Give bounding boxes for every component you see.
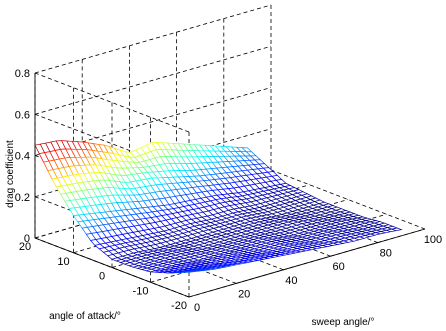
aoa-tick-label: 0 — [99, 271, 105, 283]
y-axis-title: angle of attack/° — [49, 311, 121, 322]
z-tick-label: 0.4 — [15, 151, 30, 163]
sweep-tick-label: 60 — [332, 261, 344, 273]
z-axis-title: drag coefficient — [5, 140, 16, 208]
sweep-tick-label: 40 — [285, 275, 297, 287]
aoa-axis-line — [34, 237, 190, 298]
back-wall-gridline — [34, 45, 272, 115]
sweep-axis-line — [188, 228, 426, 298]
z-tick-label: 0 — [24, 233, 30, 245]
aoa-tick-label: -20 — [171, 300, 187, 312]
surface-layer — [34, 140, 403, 274]
sweep-tick-label: 0 — [194, 302, 200, 314]
back-wall-gridline — [34, 4, 272, 74]
z-tick-label: 0.8 — [15, 68, 30, 80]
z-tick-label: 0.2 — [15, 192, 30, 204]
back-wall-gridline — [34, 87, 272, 156]
sweep-tick-label: 80 — [380, 248, 392, 260]
aoa-tick-label: 10 — [57, 256, 69, 268]
sweep-tick-label: 20 — [238, 288, 250, 300]
aoa-tick-label: -10 — [133, 285, 149, 297]
surface-cell — [390, 227, 403, 232]
sweep-tick-label: 100 — [424, 234, 442, 246]
aoa-tick-label: 20 — [19, 241, 31, 253]
z-tick-label: 0.6 — [15, 109, 30, 121]
x-axis-title: sweep angle/° — [312, 317, 375, 328]
